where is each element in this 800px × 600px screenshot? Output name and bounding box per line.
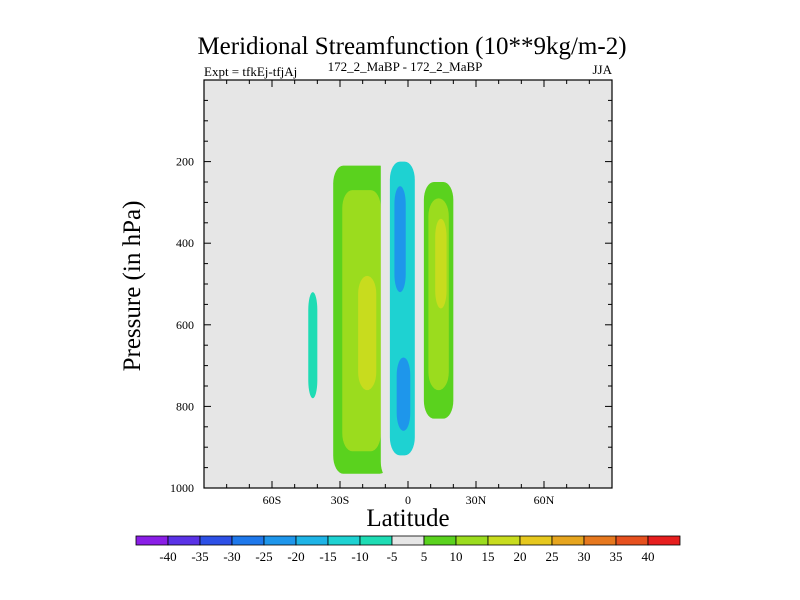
colorbar-swatch [455,535,489,546]
x-tick-label: 60S [263,493,282,507]
y-tick-label: 1000 [170,481,194,495]
contour-cell-60S [290,94,322,474]
colorbar-label: -40 [159,549,176,564]
chart-title: Meridional Streamfunction (10**9kg/m-2) [197,33,626,60]
colorbar-label: -10 [351,549,368,564]
colorbar-label: 25 [546,549,559,564]
colorbar-swatch [167,535,201,546]
x-tick-label: 30S [331,493,350,507]
contour-fills [290,80,454,480]
x-tick-label: 0 [405,493,411,507]
colorbar-swatch [551,535,585,546]
y-tick-label: 600 [176,318,194,332]
y-axis-label: Pressure (in hPa) [119,201,146,372]
colorbar-swatch [295,535,329,546]
colorbar-label: 20 [514,549,527,564]
contour-cell-15N-core [435,218,447,309]
colorbar-swatch [263,535,297,546]
subtitle-right: JJA [592,62,612,77]
colorbar-label: 15 [482,549,495,564]
axis-ticks: 60S 30S 0 30N 60N 200 400 600 800 1000 [170,80,612,507]
colorbar-swatch [487,535,521,546]
colorbar-label: 5 [421,549,428,564]
x-tick-label: 30N [466,493,487,507]
colorbar-label: -15 [319,549,336,564]
colorbar-swatch [391,535,425,546]
colorbar-swatch [615,535,649,546]
colorbar-swatch [135,535,169,546]
contour-cell-60S-core [308,292,318,399]
colorbar-swatch [231,535,265,546]
plot-area [203,79,613,489]
x-axis-label: Latitude [366,505,449,532]
colorbar-swatch [199,535,233,546]
colorbar-swatch [583,535,617,546]
colorbar-label: 35 [610,549,623,564]
colorbar-label: -30 [223,549,240,564]
colorbar-swatch [519,535,553,546]
x-tick-label: 60N [534,493,555,507]
colorbar-label: 10 [450,549,463,564]
y-tick-label: 800 [176,399,194,413]
colorbar: -40 -35 -30 -25 -20 -15 -10 -5 5 10 15 20 25 30 35 40 [135,535,681,564]
contour-cell-eq-core-upper [394,186,406,293]
contour-cell-eq-core-lower [396,357,411,431]
subtitle-left: Expt = tfkEj-tfjAj [204,64,297,79]
y-tick-label: 200 [176,155,194,169]
colorbar-swatch [359,535,393,546]
colorbar-label: -5 [387,549,398,564]
colorbar-swatch [327,535,361,546]
colorbar-label: 30 [578,549,591,564]
colorbar-label: -20 [287,549,304,564]
colorbar-label: -35 [191,549,208,564]
contour-cell-25S-core [358,275,377,391]
colorbar-swatch [423,535,457,546]
y-tick-label: 400 [176,236,194,250]
colorbar-label: 40 [642,549,655,564]
subtitle-center: 172_2_MaBP - 172_2_MaBP [328,59,483,74]
colorbar-swatch [647,535,681,546]
colorbar-label: -25 [255,549,272,564]
